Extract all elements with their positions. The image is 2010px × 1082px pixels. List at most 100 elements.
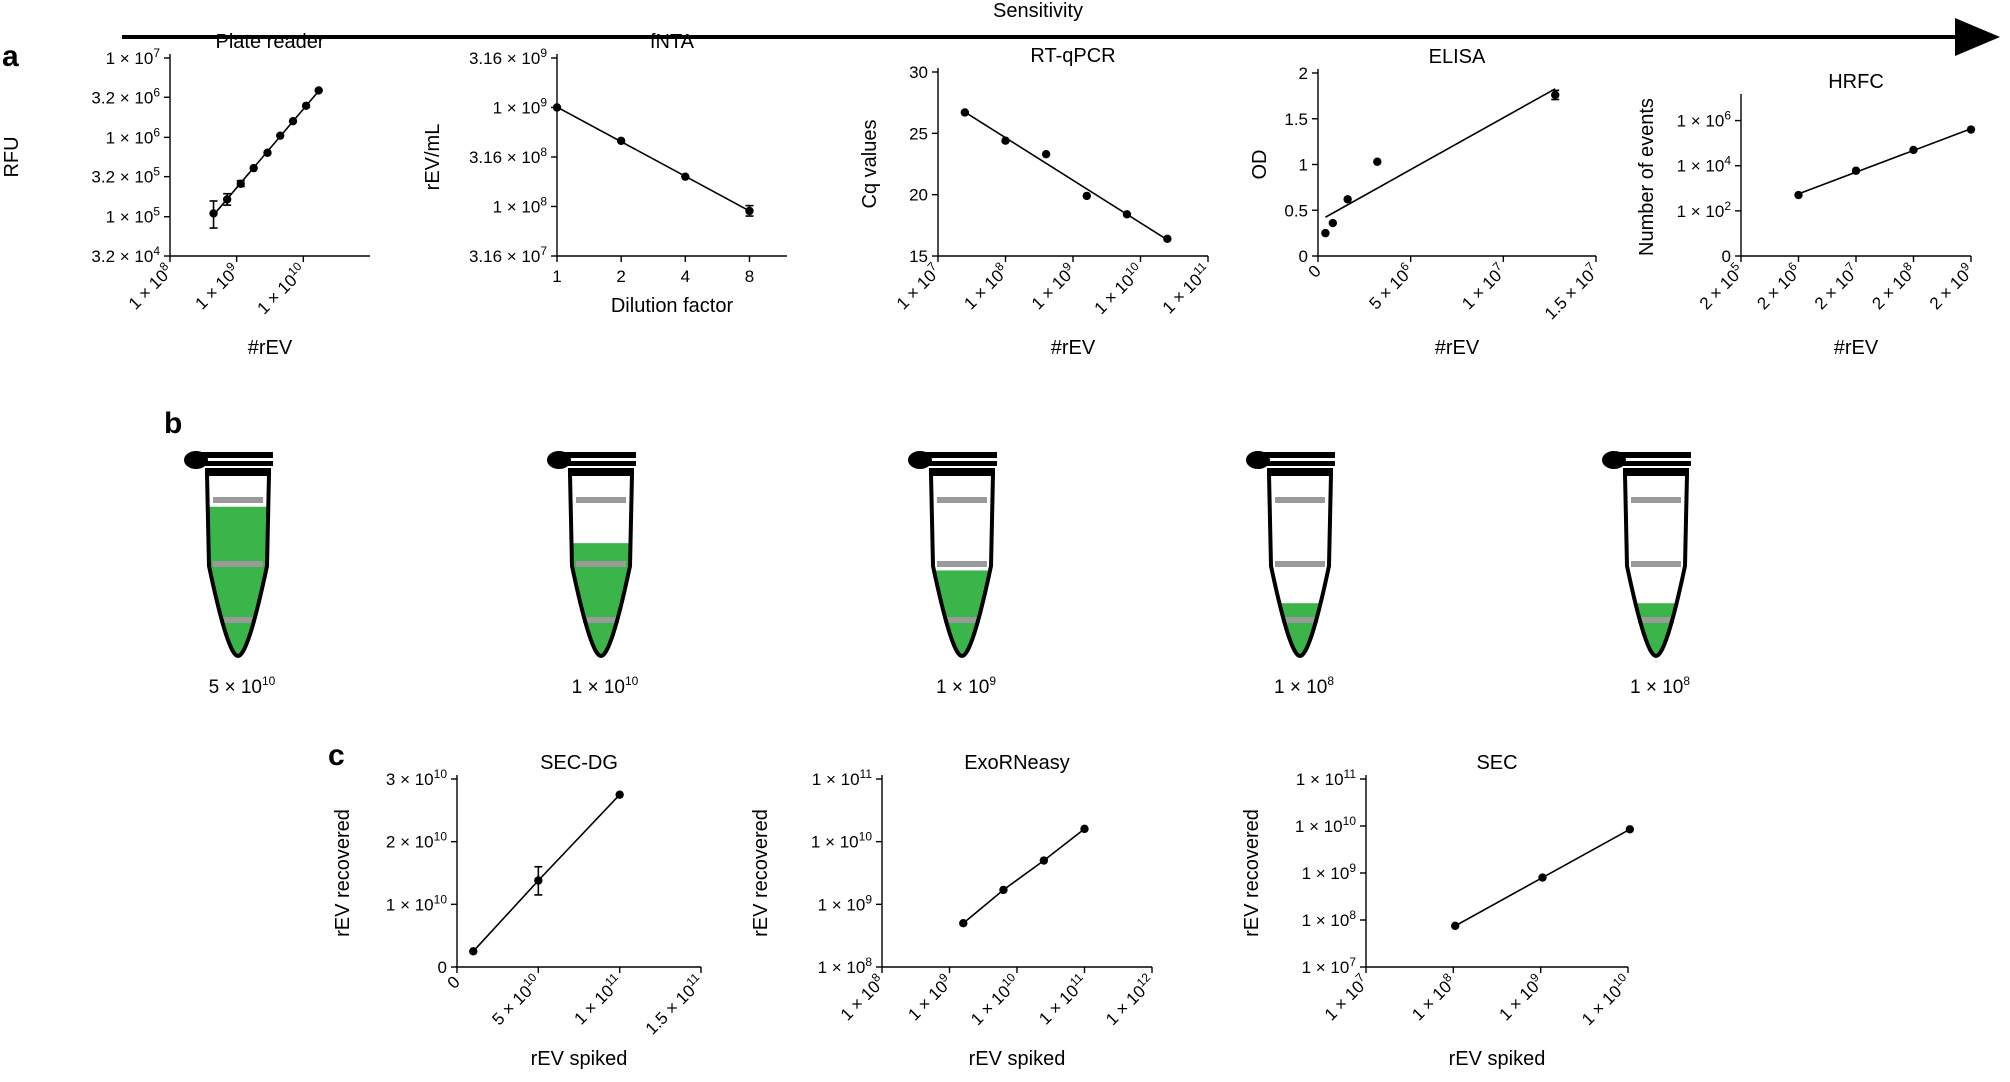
tube: 5 × 1010 — [184, 451, 276, 698]
y-axis-label: OD — [1249, 150, 1271, 180]
x-axis-label: #rEV — [248, 337, 293, 359]
tube-cap-rim — [1623, 468, 1689, 473]
y-tick-label: 1 × 108 — [818, 955, 873, 977]
fit-line — [964, 111, 1168, 241]
tube-row: 5 × 1010 1 × 1010 1 × 109 1 × 108 1 × 108 — [184, 451, 1691, 698]
x-axis-label: rEV spiked — [531, 1048, 628, 1070]
data-point — [1538, 873, 1547, 882]
x-tick-label: 1 × 1011 — [568, 970, 626, 1028]
data-point — [314, 86, 323, 95]
data-point — [1122, 210, 1132, 219]
fit-line — [1798, 127, 1972, 195]
tube-outline — [1266, 472, 1334, 659]
tube-cap-rim — [1265, 461, 1335, 466]
data-point — [301, 101, 311, 110]
tube-cap-rim — [566, 461, 636, 466]
tube-outline — [204, 472, 272, 659]
x-tick-label: 1 × 1010 — [1089, 259, 1148, 318]
y-axis-label: rEV/mL — [422, 124, 444, 191]
x-tick-label: 1 × 1010 — [1576, 970, 1635, 1029]
y-tick-label: 0 — [1299, 247, 1308, 266]
data-point — [745, 206, 754, 216]
tube-cap-rim — [1267, 468, 1333, 473]
y-tick-label: 1 × 104 — [1677, 154, 1732, 176]
x-tick-label: 1 × 1010 — [965, 970, 1024, 1029]
chart-title: HRFC — [1828, 71, 1884, 93]
tube-cap-hinge — [184, 451, 208, 469]
x-tick-label: 5 × 106 — [1363, 259, 1417, 313]
x-axis-label: #rEV — [1435, 337, 1480, 359]
x-tick-label: 1 × 1011 — [1033, 970, 1091, 1028]
y-tick-label: 1 × 1010 — [386, 892, 447, 914]
y-tick-label: 1 — [1299, 156, 1308, 175]
x-axis-label: #rEV — [1051, 337, 1096, 359]
y-tick-label: 3 × 1010 — [386, 767, 447, 789]
data-point — [1909, 145, 1918, 155]
tube-cap-rim — [205, 468, 271, 473]
y-tick-label: 0 — [1722, 247, 1731, 266]
y-tick-label: 25 — [909, 124, 928, 143]
y-tick-label: 1 × 109 — [818, 892, 873, 914]
series-line — [472, 794, 621, 952]
x-tick-label: 1 × 108 — [123, 259, 177, 313]
x-tick-label: 4 — [681, 267, 690, 286]
tube-outline — [1622, 472, 1690, 659]
y-tick-label: 2 — [1299, 64, 1308, 83]
chart-fnta: fNTA 3.16 × 109 1 × 109 3.16 × 108 1 × 108 3.… — [422, 31, 787, 317]
x-tick-label: 1 × 107 — [1456, 259, 1510, 313]
tube-cap-hinge — [1602, 451, 1626, 469]
tube-cap-hinge — [908, 451, 932, 469]
y-tick-label: 0 — [438, 958, 447, 977]
data-point — [263, 148, 272, 157]
data-point — [1450, 921, 1460, 931]
x-axis-label: #rEV — [1834, 337, 1879, 359]
x-tick-label: 2 × 108 — [1866, 259, 1920, 313]
chart-title: SEC — [1476, 752, 1517, 774]
data-point — [222, 195, 232, 204]
x-tick-label: 1 × 107 — [1319, 970, 1373, 1024]
chart-title: ELISA — [1429, 46, 1486, 68]
tube-label: 1 × 108 — [1274, 674, 1334, 698]
panel-label-a: a — [2, 40, 19, 73]
data-point — [681, 172, 690, 181]
x-tick-label: 1 × 109 — [902, 970, 956, 1024]
data-point — [209, 209, 218, 218]
data-point — [469, 947, 478, 956]
data-point — [1039, 856, 1049, 865]
chart-title: ExoRNeasy — [964, 752, 1070, 774]
y-tick-label: 1 × 105 — [106, 205, 161, 227]
x-tick-label: 2 × 107 — [1809, 259, 1863, 313]
x-axis-label: rEV spiked — [1449, 1048, 1546, 1070]
y-tick-label: 1 × 107 — [106, 46, 161, 68]
data-point — [1001, 136, 1010, 145]
tube: 1 × 1010 — [547, 451, 639, 698]
tube-cap-hinge — [1246, 451, 1270, 469]
y-tick-label: 15 — [909, 247, 928, 266]
chart-title: RT-qPCR — [1030, 45, 1115, 67]
data-point — [1328, 218, 1338, 228]
tube-liquid — [931, 570, 993, 656]
x-tick-label: 1 × 109 — [1493, 970, 1547, 1024]
sensitivity-label: Sensitivity — [993, 0, 1083, 22]
tube-liquid — [1625, 603, 1687, 656]
chart-sec-dg: SEC-DG 3 × 1010 2 × 1010 1 × 1010 00 5 × 1010… — [332, 752, 702, 1070]
tube: 1 × 109 — [908, 451, 997, 698]
y-tick-label: 1 × 107 — [1302, 955, 1357, 977]
y-tick-label: 2 × 1010 — [386, 830, 447, 852]
y-axis-label: Number of events — [1636, 98, 1658, 256]
data-point — [960, 108, 970, 117]
chart-title: SEC-DG — [540, 752, 618, 774]
tube-cap-rim — [927, 461, 997, 466]
tube-cap-rim — [1619, 452, 1691, 458]
x-tick-label: 2 × 106 — [1751, 259, 1805, 313]
chart-hrfc: HRFC 1 × 106 1 × 104 1 × 102 02 × 105 2 × 106… — [1636, 71, 1976, 359]
data-point — [1794, 190, 1803, 200]
y-tick-label: 1 × 1010 — [811, 830, 872, 852]
data-point — [615, 790, 624, 799]
y-tick-label: 30 — [909, 63, 928, 82]
x-tick-label: 1 — [552, 267, 561, 286]
data-point — [1551, 90, 1560, 100]
x-tick-label: 5 × 1010 — [486, 970, 545, 1029]
data-point — [236, 179, 245, 188]
